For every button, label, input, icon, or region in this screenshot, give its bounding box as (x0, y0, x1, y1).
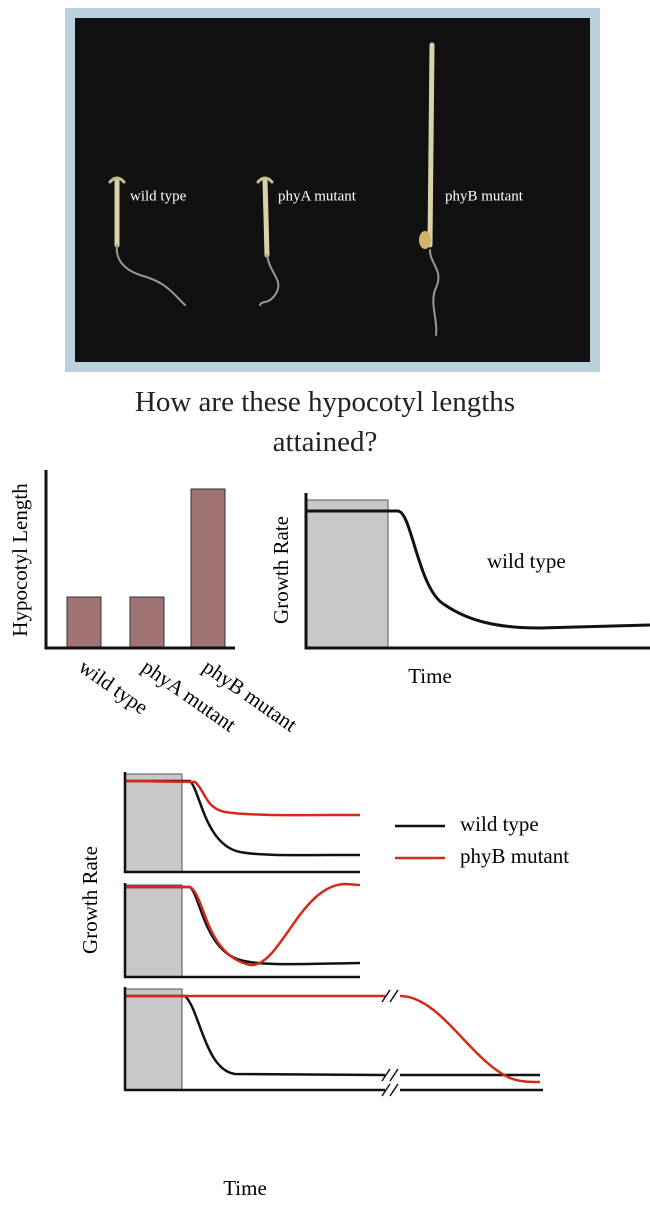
page: {"photo": {"labels": ["wild type", "phyA… (0, 0, 650, 1210)
y-label: Growth Rate (78, 846, 102, 954)
photo-label: wild type (130, 188, 187, 204)
dark-period (306, 500, 388, 648)
legend-label: wild type (460, 812, 539, 836)
dark-period (125, 989, 182, 1090)
category-label: wild type (74, 654, 152, 719)
photo-label: phyA mutant (278, 188, 357, 204)
y-label: Hypocotyl Length (8, 483, 32, 637)
mutant-curve (125, 996, 540, 1082)
dark-period (125, 885, 182, 977)
curve-label: wild type (487, 549, 566, 573)
question: How are these hypocotyl lengths attained… (125, 382, 525, 462)
legend-label: phyB mutant (460, 844, 569, 868)
bar (67, 597, 101, 648)
x-label: Time (408, 664, 452, 688)
bar-chart: Hypocotyl Length wild type phyA mutant p… (8, 470, 302, 737)
wild-type-curve (125, 996, 540, 1075)
bar (191, 489, 225, 648)
rate-chart: wild type Growth Rate Time (269, 493, 650, 688)
axis-break (382, 990, 398, 1096)
dark-period (125, 774, 182, 872)
figure: wild type phyA mutant phyB mutant Hypoco… (0, 0, 650, 1210)
comparison: wild type phyB mutant Growth Rate Time (78, 772, 569, 1200)
photo-label: phyB mutant (445, 188, 524, 204)
y-label: Growth Rate (269, 516, 293, 624)
bar (130, 597, 164, 648)
x-label: Time (223, 1176, 267, 1200)
